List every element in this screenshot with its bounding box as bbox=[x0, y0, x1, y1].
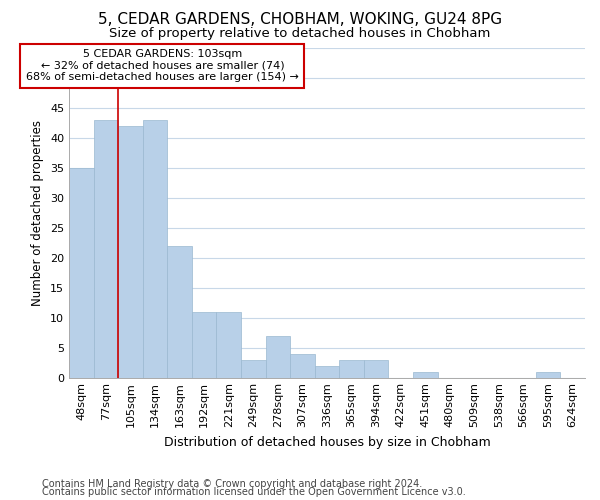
Bar bbox=[167, 246, 192, 378]
X-axis label: Distribution of detached houses by size in Chobham: Distribution of detached houses by size … bbox=[164, 436, 490, 449]
Text: Size of property relative to detached houses in Chobham: Size of property relative to detached ho… bbox=[109, 28, 491, 40]
Bar bbox=[536, 372, 560, 378]
Y-axis label: Number of detached properties: Number of detached properties bbox=[31, 120, 44, 306]
Bar bbox=[339, 360, 364, 378]
Bar bbox=[69, 168, 94, 378]
Bar bbox=[290, 354, 315, 378]
Bar bbox=[266, 336, 290, 378]
Bar bbox=[192, 312, 217, 378]
Bar bbox=[241, 360, 266, 378]
Bar bbox=[217, 312, 241, 378]
Bar bbox=[364, 360, 388, 378]
Text: 5 CEDAR GARDENS: 103sqm
← 32% of detached houses are smaller (74)
68% of semi-de: 5 CEDAR GARDENS: 103sqm ← 32% of detache… bbox=[26, 50, 299, 82]
Text: Contains HM Land Registry data © Crown copyright and database right 2024.: Contains HM Land Registry data © Crown c… bbox=[42, 479, 422, 489]
Bar bbox=[143, 120, 167, 378]
Bar bbox=[118, 126, 143, 378]
Text: Contains public sector information licensed under the Open Government Licence v3: Contains public sector information licen… bbox=[42, 487, 466, 497]
Bar bbox=[94, 120, 118, 378]
Bar bbox=[315, 366, 339, 378]
Bar bbox=[413, 372, 437, 378]
Text: 5, CEDAR GARDENS, CHOBHAM, WOKING, GU24 8PG: 5, CEDAR GARDENS, CHOBHAM, WOKING, GU24 … bbox=[98, 12, 502, 28]
